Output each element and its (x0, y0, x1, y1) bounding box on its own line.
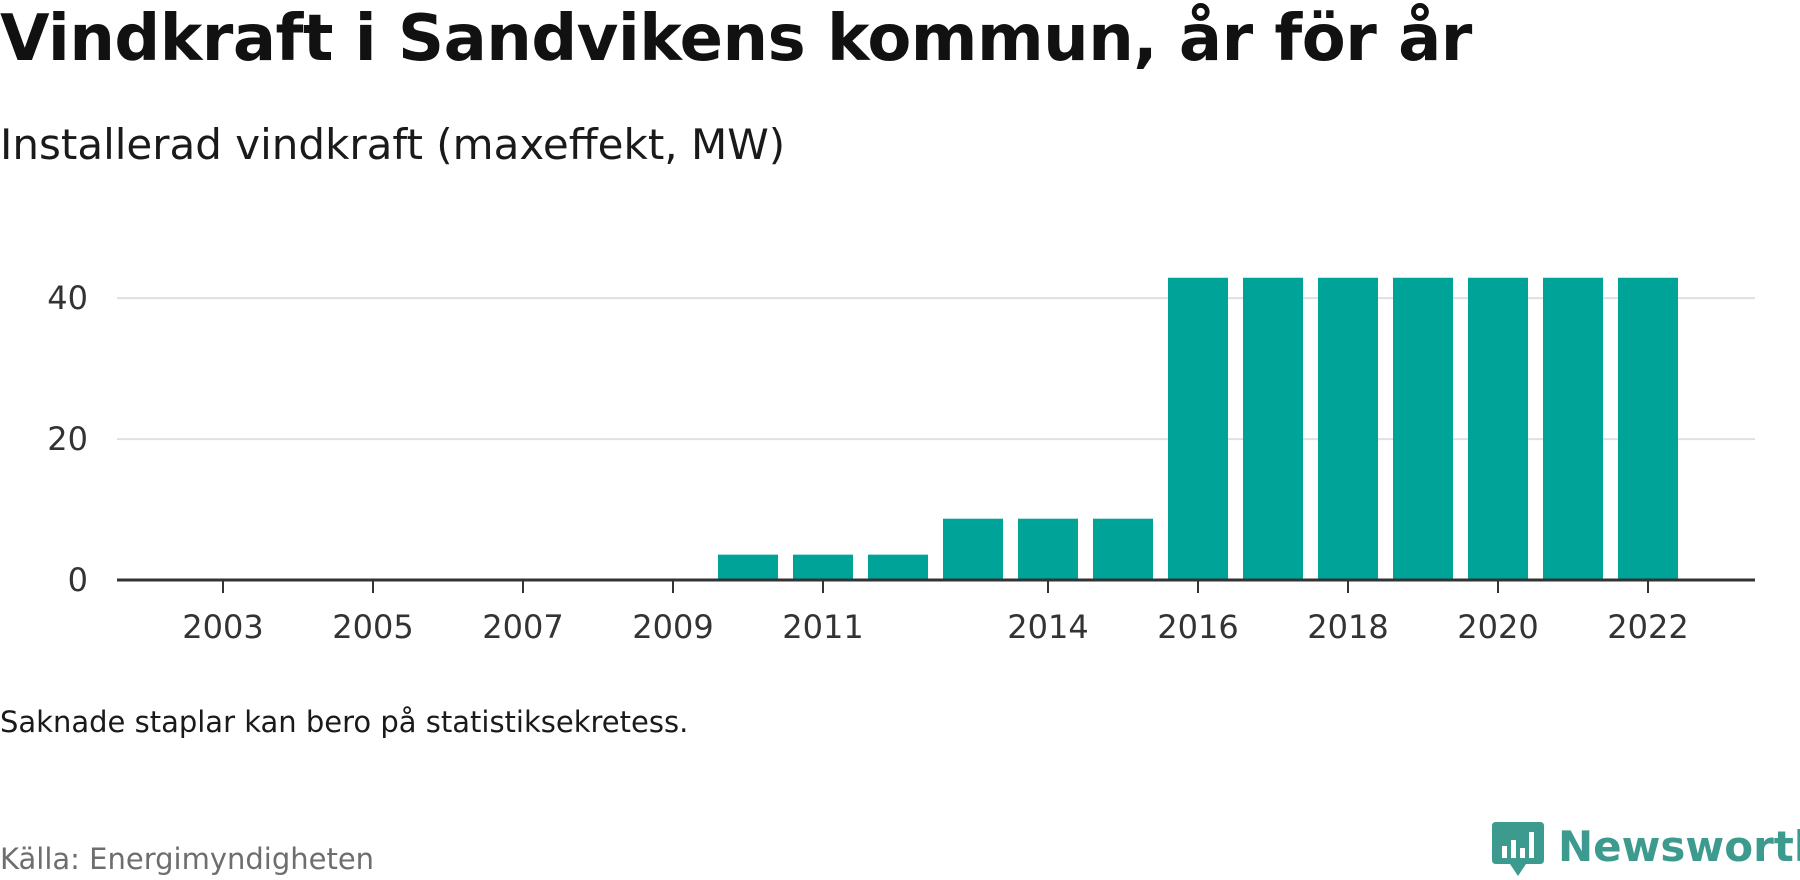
bar-2010 (718, 554, 778, 580)
brand-logo: Newsworthy (1490, 820, 1800, 876)
y-tick-label: 0 (68, 561, 88, 599)
bar-2013 (943, 518, 1003, 580)
bar-2015 (1093, 518, 1153, 580)
bar-2022 (1618, 277, 1678, 580)
bar-2011 (793, 554, 853, 580)
x-tick-label: 2007 (482, 608, 563, 646)
newsworthy-logo-icon (1492, 822, 1544, 876)
brand-name: Newsworthy (1558, 822, 1800, 871)
y-tick-label: 40 (47, 279, 88, 317)
chart-subtitle: Installerad vindkraft (maxeffekt, MW) (0, 120, 786, 169)
bar-2012 (868, 554, 928, 580)
chart-note: Saknade staplar kan bero på statistiksek… (0, 705, 689, 739)
bar-2014 (1018, 518, 1078, 580)
chart-title: Vindkraft i Sandvikens kommun, år för år (0, 2, 1472, 76)
source-credit: Källa: Energimyndigheten (0, 842, 375, 876)
bar-2021 (1543, 277, 1603, 580)
x-tick-label: 2009 (632, 608, 713, 646)
x-tick-label: 2016 (1157, 608, 1238, 646)
x-tick-label: 2011 (782, 608, 863, 646)
bar-2019 (1393, 277, 1453, 580)
bar-2020 (1468, 277, 1528, 580)
x-tick-label: 2014 (1007, 608, 1088, 646)
bar-2016 (1168, 277, 1228, 580)
x-tick-label: 2022 (1607, 608, 1688, 646)
x-tick-label: 2005 (332, 608, 413, 646)
x-tick-label: 2018 (1307, 608, 1388, 646)
x-tick-label: 2003 (182, 608, 263, 646)
bar-2018 (1318, 277, 1378, 580)
x-tick-label: 2020 (1457, 608, 1538, 646)
bar-2017 (1243, 277, 1303, 580)
y-tick-label: 20 (47, 420, 88, 458)
